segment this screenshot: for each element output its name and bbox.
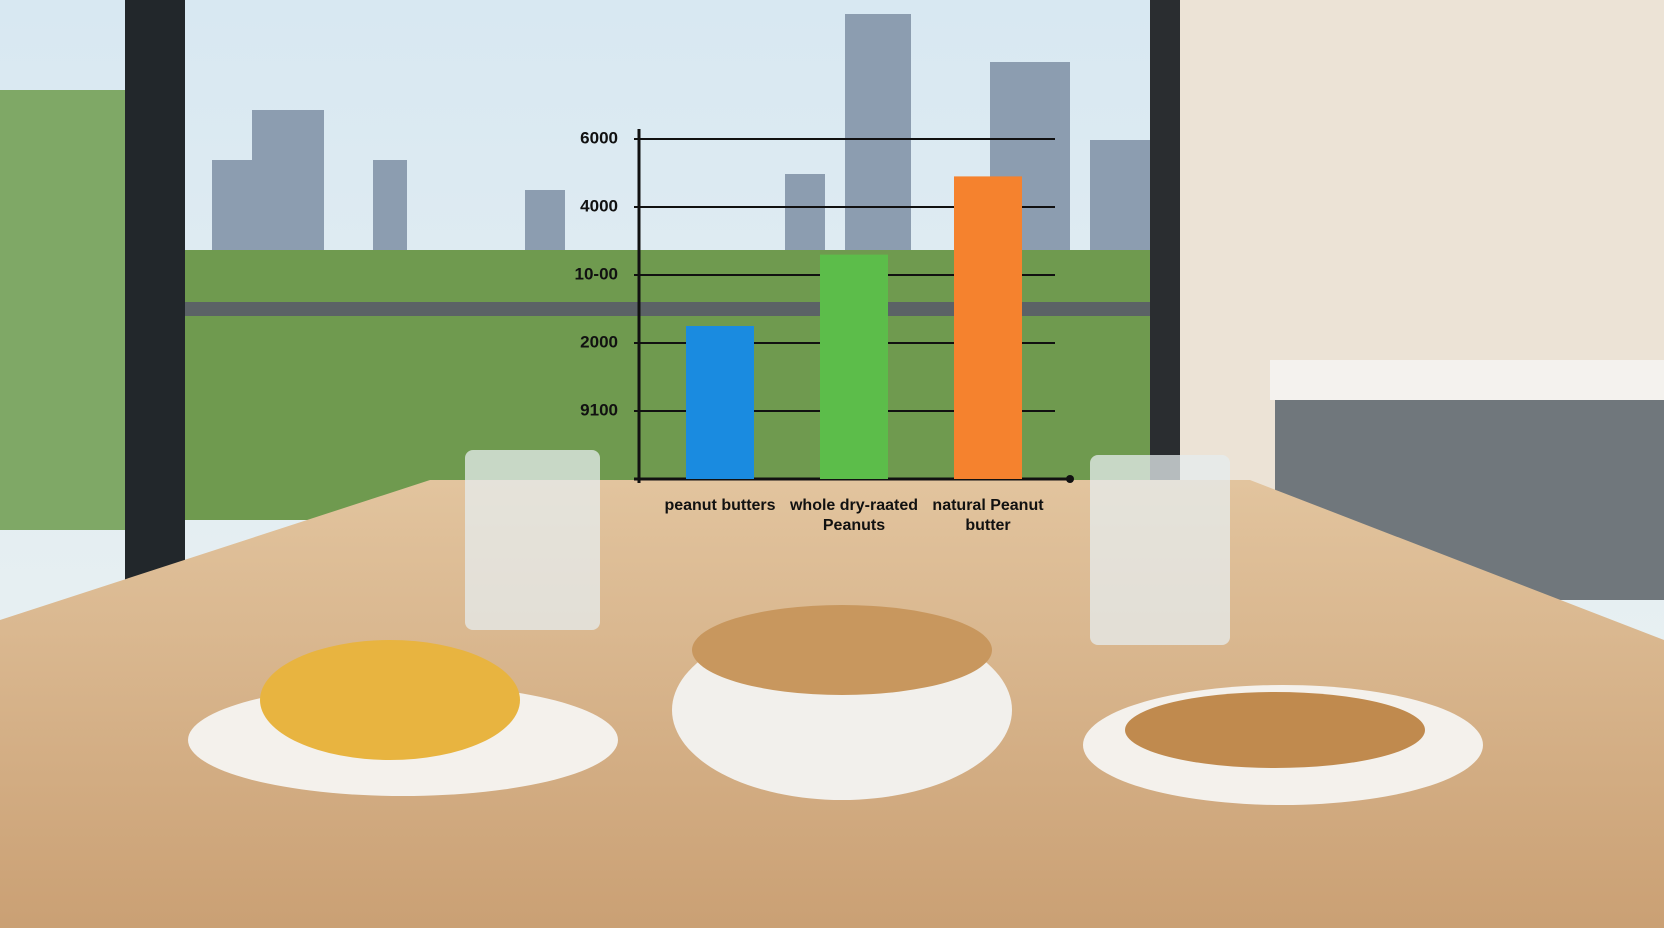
axis-end — [1066, 475, 1074, 483]
y-tick-label: 9100 — [580, 400, 618, 419]
y-tick-label: 6000 — [580, 128, 618, 147]
trees — [0, 90, 130, 530]
peanut-butter — [1125, 692, 1425, 768]
glass — [1090, 455, 1230, 645]
x-tick-label: natural Peanut butter — [932, 497, 1044, 534]
y-tick-label: 4000 — [580, 196, 618, 215]
y-tick-label: 2000 — [580, 332, 618, 351]
bar — [686, 326, 754, 479]
bar — [954, 176, 1022, 479]
peanuts — [692, 605, 992, 695]
x-tick-label: whole dry-raated Peanuts — [789, 497, 919, 534]
x-tick-label: peanut butters — [664, 497, 776, 514]
y-tick-label: 10-00 — [575, 264, 618, 283]
glass — [465, 450, 600, 630]
crackers — [260, 640, 520, 760]
window-frame — [125, 0, 185, 620]
window-frame — [1150, 0, 1180, 520]
railing — [180, 302, 1150, 316]
bar — [820, 254, 888, 479]
counter — [1270, 360, 1664, 400]
